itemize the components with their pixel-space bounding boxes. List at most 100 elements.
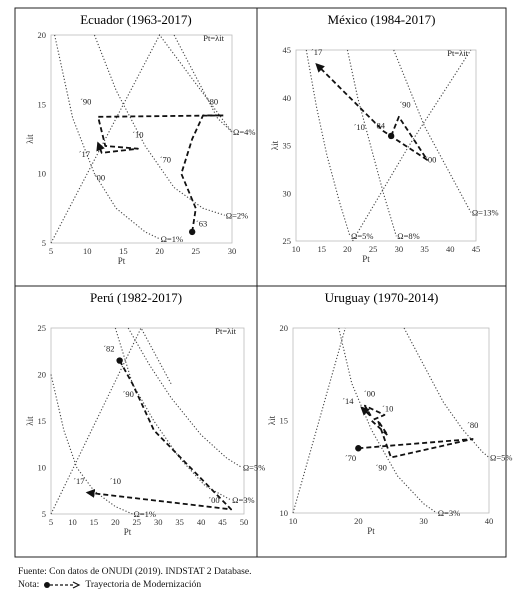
chart-panel-3: Perú (1982-2017) 5 10 15 20 25 30 35 40 45 50 5 10 15…: [14, 285, 265, 558]
trajectory-line: [358, 404, 474, 459]
x-tick-label: 35: [420, 244, 429, 254]
diagonal-line: [50, 33, 233, 244]
trajectory-legend-icon: [44, 580, 81, 589]
x-tick-label: 20: [343, 244, 352, 254]
y-tick-label: 10: [38, 463, 47, 473]
trajectory-start-point: [387, 132, 395, 140]
x-tick-label: 30: [395, 244, 404, 254]
year-annotation: ´10: [354, 122, 365, 132]
year-annotation: ´17: [79, 149, 90, 159]
trajectory-start-point: [188, 228, 196, 236]
x-tick-label: 45: [218, 517, 227, 527]
diagonal-line: [352, 49, 472, 242]
legend-note: Nota: Trayectoria de Modernización: [18, 579, 201, 590]
trajectory-start-point: [355, 445, 362, 452]
y-axis-label: λit: [25, 416, 35, 426]
iso-curve: [338, 327, 438, 514]
x-tick-label: 5: [49, 246, 53, 256]
x-tick-label: 20: [354, 516, 363, 526]
iso-curve-label: Ω=3%: [232, 495, 254, 505]
iso-curve-label: Ω=1%: [133, 509, 155, 519]
x-tick-label: 50: [240, 517, 249, 527]
year-annotation: ´00: [94, 173, 105, 183]
chart-panel-1: Ecuador (1963-2017) 5 10 15 20 25 30 5 10 15 20 Pt λ…: [14, 7, 258, 287]
plot-area: [50, 327, 245, 515]
x-tick-label: 15: [90, 517, 99, 527]
year-annotation: ´70: [160, 155, 171, 165]
year-annotation: ´00: [364, 388, 375, 398]
x-tick-label: 40: [446, 244, 455, 254]
y-tick-label: 25: [38, 323, 47, 333]
y-tick-label: 45: [283, 45, 292, 55]
y-tick-label: 15: [280, 416, 289, 426]
iso-curve-label: Ω=3%: [438, 508, 460, 518]
x-axis-label: Pt: [118, 256, 126, 266]
iso-curve-label: Ω=5%: [351, 231, 373, 241]
x-tick-label: 45: [472, 244, 481, 254]
x-tick-label: 15: [119, 246, 128, 256]
source-note: Fuente: Con datos de ONUDI (2019). INDST…: [18, 566, 252, 577]
y-tick-label: 40: [283, 93, 292, 103]
x-tick-label: 25: [133, 517, 142, 527]
diagonal-label: Pt=λit: [203, 33, 224, 43]
x-tick-label: 30: [419, 516, 428, 526]
y-axis-label: λit: [25, 134, 35, 144]
year-annotation: ´82: [103, 343, 114, 353]
year-annotation: ´10: [382, 403, 393, 413]
x-tick-label: 25: [369, 244, 378, 254]
trajectory-line: [315, 63, 429, 161]
year-annotation: ´84: [374, 120, 386, 130]
year-annotation: ´80: [207, 96, 218, 106]
plot-area: [292, 327, 490, 514]
y-axis-label: λit: [267, 415, 277, 425]
iso-curve: [93, 34, 225, 216]
year-annotation: ´70: [345, 453, 356, 463]
x-tick-label: 40: [485, 516, 494, 526]
chart-panel-4: Uruguay (1970-2014) 10 20 30 40 10 15 20 Pt λit Ω=…: [256, 285, 512, 558]
x-axis-label: Pt: [124, 527, 132, 537]
x-tick-label: 10: [68, 517, 77, 527]
plot-area: [295, 49, 477, 242]
iso-curve: [403, 327, 490, 458]
x-tick-label: 35: [175, 517, 184, 527]
y-tick-label: 20: [38, 30, 47, 40]
y-tick-label: 20: [280, 323, 289, 333]
year-annotation: ´00: [208, 495, 219, 505]
year-annotation: ´10: [110, 476, 121, 486]
x-tick-label: 30: [154, 517, 163, 527]
y-tick-label: 10: [280, 508, 289, 518]
iso-curve-label: Ω=1%: [161, 234, 183, 244]
x-tick-label: 20: [155, 246, 164, 256]
iso-curve-label: Ω=4%: [233, 127, 255, 137]
y-tick-label: 5: [42, 238, 46, 248]
year-annotation: ´90: [123, 389, 134, 399]
iso-curve-label: Ω=13%: [472, 207, 499, 217]
x-tick-label: 25: [192, 246, 201, 256]
chart-panel-2: México (1984-2017) 10 15 20 25 30 35 40 45 25 30 35…: [256, 7, 507, 287]
year-annotation: ´17: [311, 47, 322, 57]
y-tick-label: 15: [38, 99, 47, 109]
y-tick-label: 25: [283, 236, 292, 246]
year-annotation: ´10: [132, 130, 143, 140]
year-annotation: ´00: [425, 155, 436, 165]
iso-curve: [54, 34, 160, 240]
iso-curve: [305, 49, 351, 237]
x-tick-label: 40: [197, 517, 206, 527]
y-axis-label: λit: [270, 140, 280, 150]
year-annotation: ´90: [376, 462, 387, 472]
trajectory-line: [96, 114, 225, 233]
legend-note-label: Nota:: [18, 579, 40, 590]
panel-title: México (1984-2017): [328, 12, 436, 27]
y-tick-label: 30: [283, 188, 292, 198]
x-tick-label: 10: [292, 244, 301, 254]
iso-curve: [114, 327, 232, 501]
x-tick-label: 10: [83, 246, 92, 256]
panel-title: Perú (1982-2017): [90, 290, 182, 305]
trajectory-line: [85, 360, 233, 511]
legend-note-text: Trayectoria de Modernización: [85, 579, 202, 590]
y-tick-label: 10: [38, 169, 47, 179]
x-axis-label: Pt: [362, 254, 370, 264]
iso-curve: [346, 49, 397, 237]
year-annotation: ´14: [342, 396, 354, 406]
